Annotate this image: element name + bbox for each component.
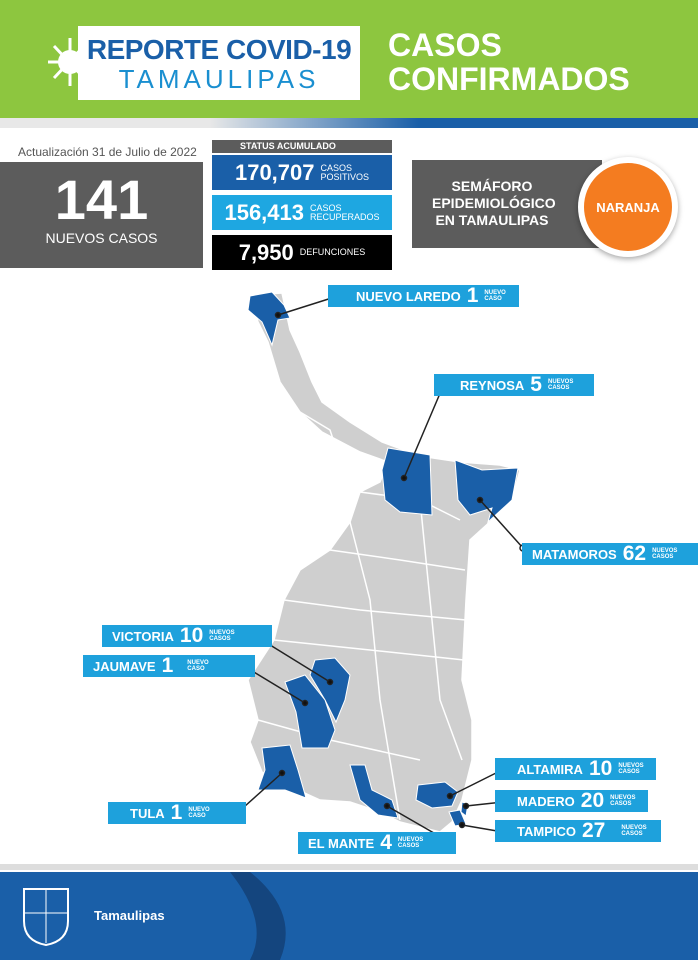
municipality-name: MADERO [517, 793, 575, 809]
label-nuevo-laredo: NUEVO LAREDO 1 NUEVO CASO [328, 284, 519, 307]
case-suffix: NUEVOS [652, 548, 678, 554]
label-matamoros: MATAMOROS 62 NUEVOS CASOS [522, 542, 698, 565]
case-suffix: NUEVO [187, 660, 209, 666]
case-count: 27 [581, 819, 606, 842]
case-count: 62 [622, 542, 647, 565]
case-suffix: CASO [188, 813, 206, 819]
deaths-label: DEFUNCIONES [299, 247, 366, 257]
label-el-mante: EL MANTE 4 NUEVOS CASOS [298, 831, 456, 854]
title-line: CASOS [388, 27, 502, 63]
case-suffix: CASOS [397, 843, 420, 849]
logo-title: REPORTE COVID-19 [86, 34, 352, 65]
case-suffix: NUEVOS [618, 763, 644, 769]
positive-value: 170,707 [234, 159, 315, 185]
tamaulipas-map [231, 291, 527, 844]
logo-subtitle: TAMAULIPAS [118, 64, 320, 94]
case-count: 10 [179, 624, 204, 647]
case-suffix: NUEVOS [209, 630, 235, 636]
case-suffix: NUEVOS [610, 795, 636, 801]
new-cases-box: 141 NUEVOS CASOS [0, 162, 203, 268]
semaforo-level: NARANJA [578, 157, 678, 257]
case-count: 10 [588, 757, 613, 780]
divider-stripe [0, 118, 698, 128]
status-deaths: 7,950 DEFUNCIONES [212, 235, 392, 270]
case-suffix: CASOS [618, 769, 640, 775]
status-positive: 170,707 CASOS POSITIVOS [212, 155, 392, 190]
case-count: 4 [380, 831, 392, 854]
case-suffix: NUEVO [484, 290, 506, 296]
municipality-name: JAUMAVE [93, 658, 156, 674]
municipality-name: NUEVO LAREDO [356, 288, 461, 304]
region-matamoros [454, 459, 519, 524]
deaths-value: 7,950 [238, 239, 294, 265]
footer-swoosh [230, 872, 286, 960]
case-suffix: CASOS [610, 801, 632, 807]
label-altamira: ALTAMIRA 10 NUEVOS CASOS [495, 757, 656, 780]
status-title: STATUS ACUMULADO [212, 140, 392, 153]
report-logo: REPORTE COVID-19 TAMAULIPAS [78, 26, 360, 100]
label-tampico: TAMPICO 27 NUEVOS CASOS [495, 819, 661, 842]
state-seal-icon [23, 888, 69, 947]
recovered-label: CASOS [310, 202, 342, 213]
footer-divider [0, 864, 698, 870]
case-suffix: CASOS [621, 831, 643, 837]
label-reynosa: REYNOSA 5 NUEVOS CASOS [434, 373, 594, 396]
case-suffix: CASOS [209, 636, 231, 642]
municipality-name: TULA [130, 805, 165, 821]
update-date: Actualización 31 de Julio de 2022 [18, 145, 197, 159]
region-reynosa [381, 447, 433, 516]
case-suffix: NUEVO [188, 807, 210, 813]
positive-label: CASOS [320, 162, 353, 173]
case-suffix: CASO [484, 296, 502, 302]
case-suffix: NUEVOS [547, 379, 574, 385]
region-victoria [309, 657, 351, 724]
status-recovered: 156,413 CASOS RECUPERADOS [212, 195, 392, 230]
case-count: 1 [161, 654, 174, 677]
case-count: 1 [170, 801, 183, 824]
recovered-label: RECUPERADOS [310, 211, 380, 222]
new-cases-label: NUEVOS CASOS [45, 230, 158, 246]
footer-label: Tamaulipas [94, 908, 165, 923]
title-line: CONFIRMADOS [388, 61, 630, 97]
municipality-name: MATAMOROS [532, 546, 617, 562]
case-suffix: NUEVOS [621, 825, 647, 831]
label-jaumave: JAUMAVE 1 NUEVO CASO [83, 654, 255, 677]
recovered-value: 156,413 [224, 199, 304, 225]
new-cases-value: 141 [54, 168, 149, 231]
region-altamira [415, 781, 459, 809]
case-count: 20 [580, 789, 605, 812]
positive-label: POSITIVOS [320, 171, 370, 182]
label-victoria: VICTORIA 10 NUEVOS CASOS [102, 624, 272, 647]
municipality-name: VICTORIA [112, 628, 174, 644]
municipality-name: EL MANTE [308, 835, 375, 851]
region-jaumave [284, 674, 336, 749]
label-madero: MADERO 20 NUEVOS CASOS [495, 789, 648, 812]
municipality-name: TAMPICO [517, 823, 576, 839]
region-nuevo-laredo [247, 291, 291, 347]
case-suffix: NUEVOS [397, 837, 424, 843]
case-count: 1 [466, 284, 479, 307]
case-suffix: CASOS [652, 554, 674, 560]
footer [0, 872, 698, 960]
label-tula: TULA 1 NUEVO CASO [108, 801, 246, 824]
case-suffix: CASOS [547, 385, 570, 391]
page-title: CASOS CONFIRMADOS [388, 28, 630, 96]
case-suffix: CASO [187, 666, 205, 672]
municipality-name: ALTAMIRA [517, 761, 583, 777]
municipality-name: REYNOSA [460, 377, 525, 393]
semaforo-label: SEMÁFORO EPIDEMIOLÓGICO EN TAMAULIPAS [412, 160, 602, 248]
case-count: 5 [530, 373, 542, 396]
